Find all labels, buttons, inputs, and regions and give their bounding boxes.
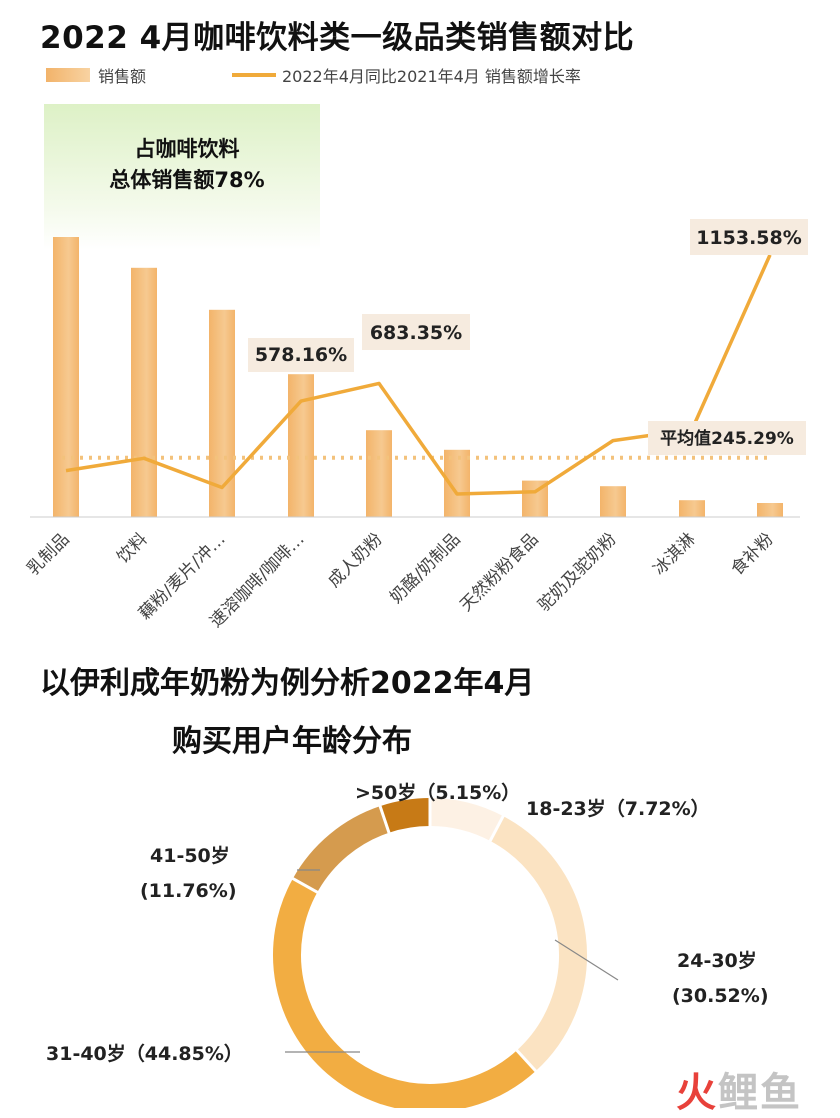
bar-4 xyxy=(366,430,392,517)
average-label-text: 平均值245.29% xyxy=(660,428,794,449)
highlight-text: 占咖啡饮料 总体销售额78% xyxy=(44,134,330,196)
bar-1 xyxy=(131,267,157,517)
x-tick-label-6: 天然粉粉食品 xyxy=(456,529,542,615)
data-label-1153: 1153.58% xyxy=(690,219,808,255)
section-title-line2: 购买用户年龄分布 xyxy=(172,724,412,759)
watermark-logo: 火鲤鱼 xyxy=(676,1070,802,1116)
label-over-50: >50岁（5.15%） xyxy=(355,781,520,804)
label-24-30: 24-30岁 xyxy=(677,949,757,972)
label-31-40: 31-40岁（44.85%） xyxy=(46,1042,243,1065)
label-41-50: 41-50岁 xyxy=(150,844,230,867)
chart-title: 2022 4月咖啡饮料类一级品类销售额对比 xyxy=(40,20,635,56)
x-tick-label-9: 食补粉 xyxy=(727,529,777,579)
x-tick-label-7: 驼奶及驼奶粉 xyxy=(534,529,620,615)
section-title-line1: 以伊利成年奶粉为例分析2022年4月 xyxy=(40,666,535,701)
average-label: 平均值245.29% xyxy=(648,421,806,455)
bar-7 xyxy=(600,486,626,517)
x-tick-label-0: 乳制品 xyxy=(23,529,73,579)
slice-separator xyxy=(488,814,505,843)
x-tick-label-4: 成人奶粉 xyxy=(324,529,386,591)
x-tick-label-8: 冰淇淋 xyxy=(649,529,699,579)
slice-over-50 xyxy=(380,798,431,833)
label-18-23: 18-23岁（7.72%） xyxy=(526,797,710,820)
bar-8 xyxy=(679,500,705,517)
data-label-578-text: 578.16% xyxy=(255,344,347,366)
slice-41-50 xyxy=(292,806,390,893)
legend-label-sales: 销售额 xyxy=(98,67,147,86)
data-label-578: 578.16% xyxy=(248,338,354,372)
slice-separator xyxy=(378,804,391,835)
label-41-50-pct: (11.76%) xyxy=(140,880,237,902)
slice-separator xyxy=(291,876,319,895)
x-tick-label-1: 饮料 xyxy=(113,529,151,567)
slice-24-30 xyxy=(489,816,587,1072)
data-label-1153-text: 1153.58% xyxy=(696,227,802,249)
label-24-30-pct: (30.52%) xyxy=(672,985,769,1007)
highlight-box xyxy=(44,104,320,250)
bar-9 xyxy=(757,503,783,517)
bar-3 xyxy=(288,374,314,517)
legend-swatch-line xyxy=(232,73,276,77)
slice-31-40 xyxy=(273,878,536,1108)
data-label-683-text: 683.35% xyxy=(370,322,462,344)
leader-24-30 xyxy=(554,939,619,981)
highlight-line2: 总体销售额78% xyxy=(109,168,265,192)
x-tick-label-5: 奶酪/奶制品 xyxy=(386,529,464,607)
slice-18-23 xyxy=(429,798,504,842)
data-label-683: 683.35% xyxy=(362,314,470,350)
highlight-line1: 占咖啡饮料 xyxy=(134,137,240,161)
legend-label-growth: 2022年4月同比2021年4月 销售额增长率 xyxy=(282,67,581,86)
legend-swatch-bar xyxy=(46,68,90,82)
bar-0 xyxy=(53,237,79,517)
slice-separator xyxy=(515,1048,538,1073)
